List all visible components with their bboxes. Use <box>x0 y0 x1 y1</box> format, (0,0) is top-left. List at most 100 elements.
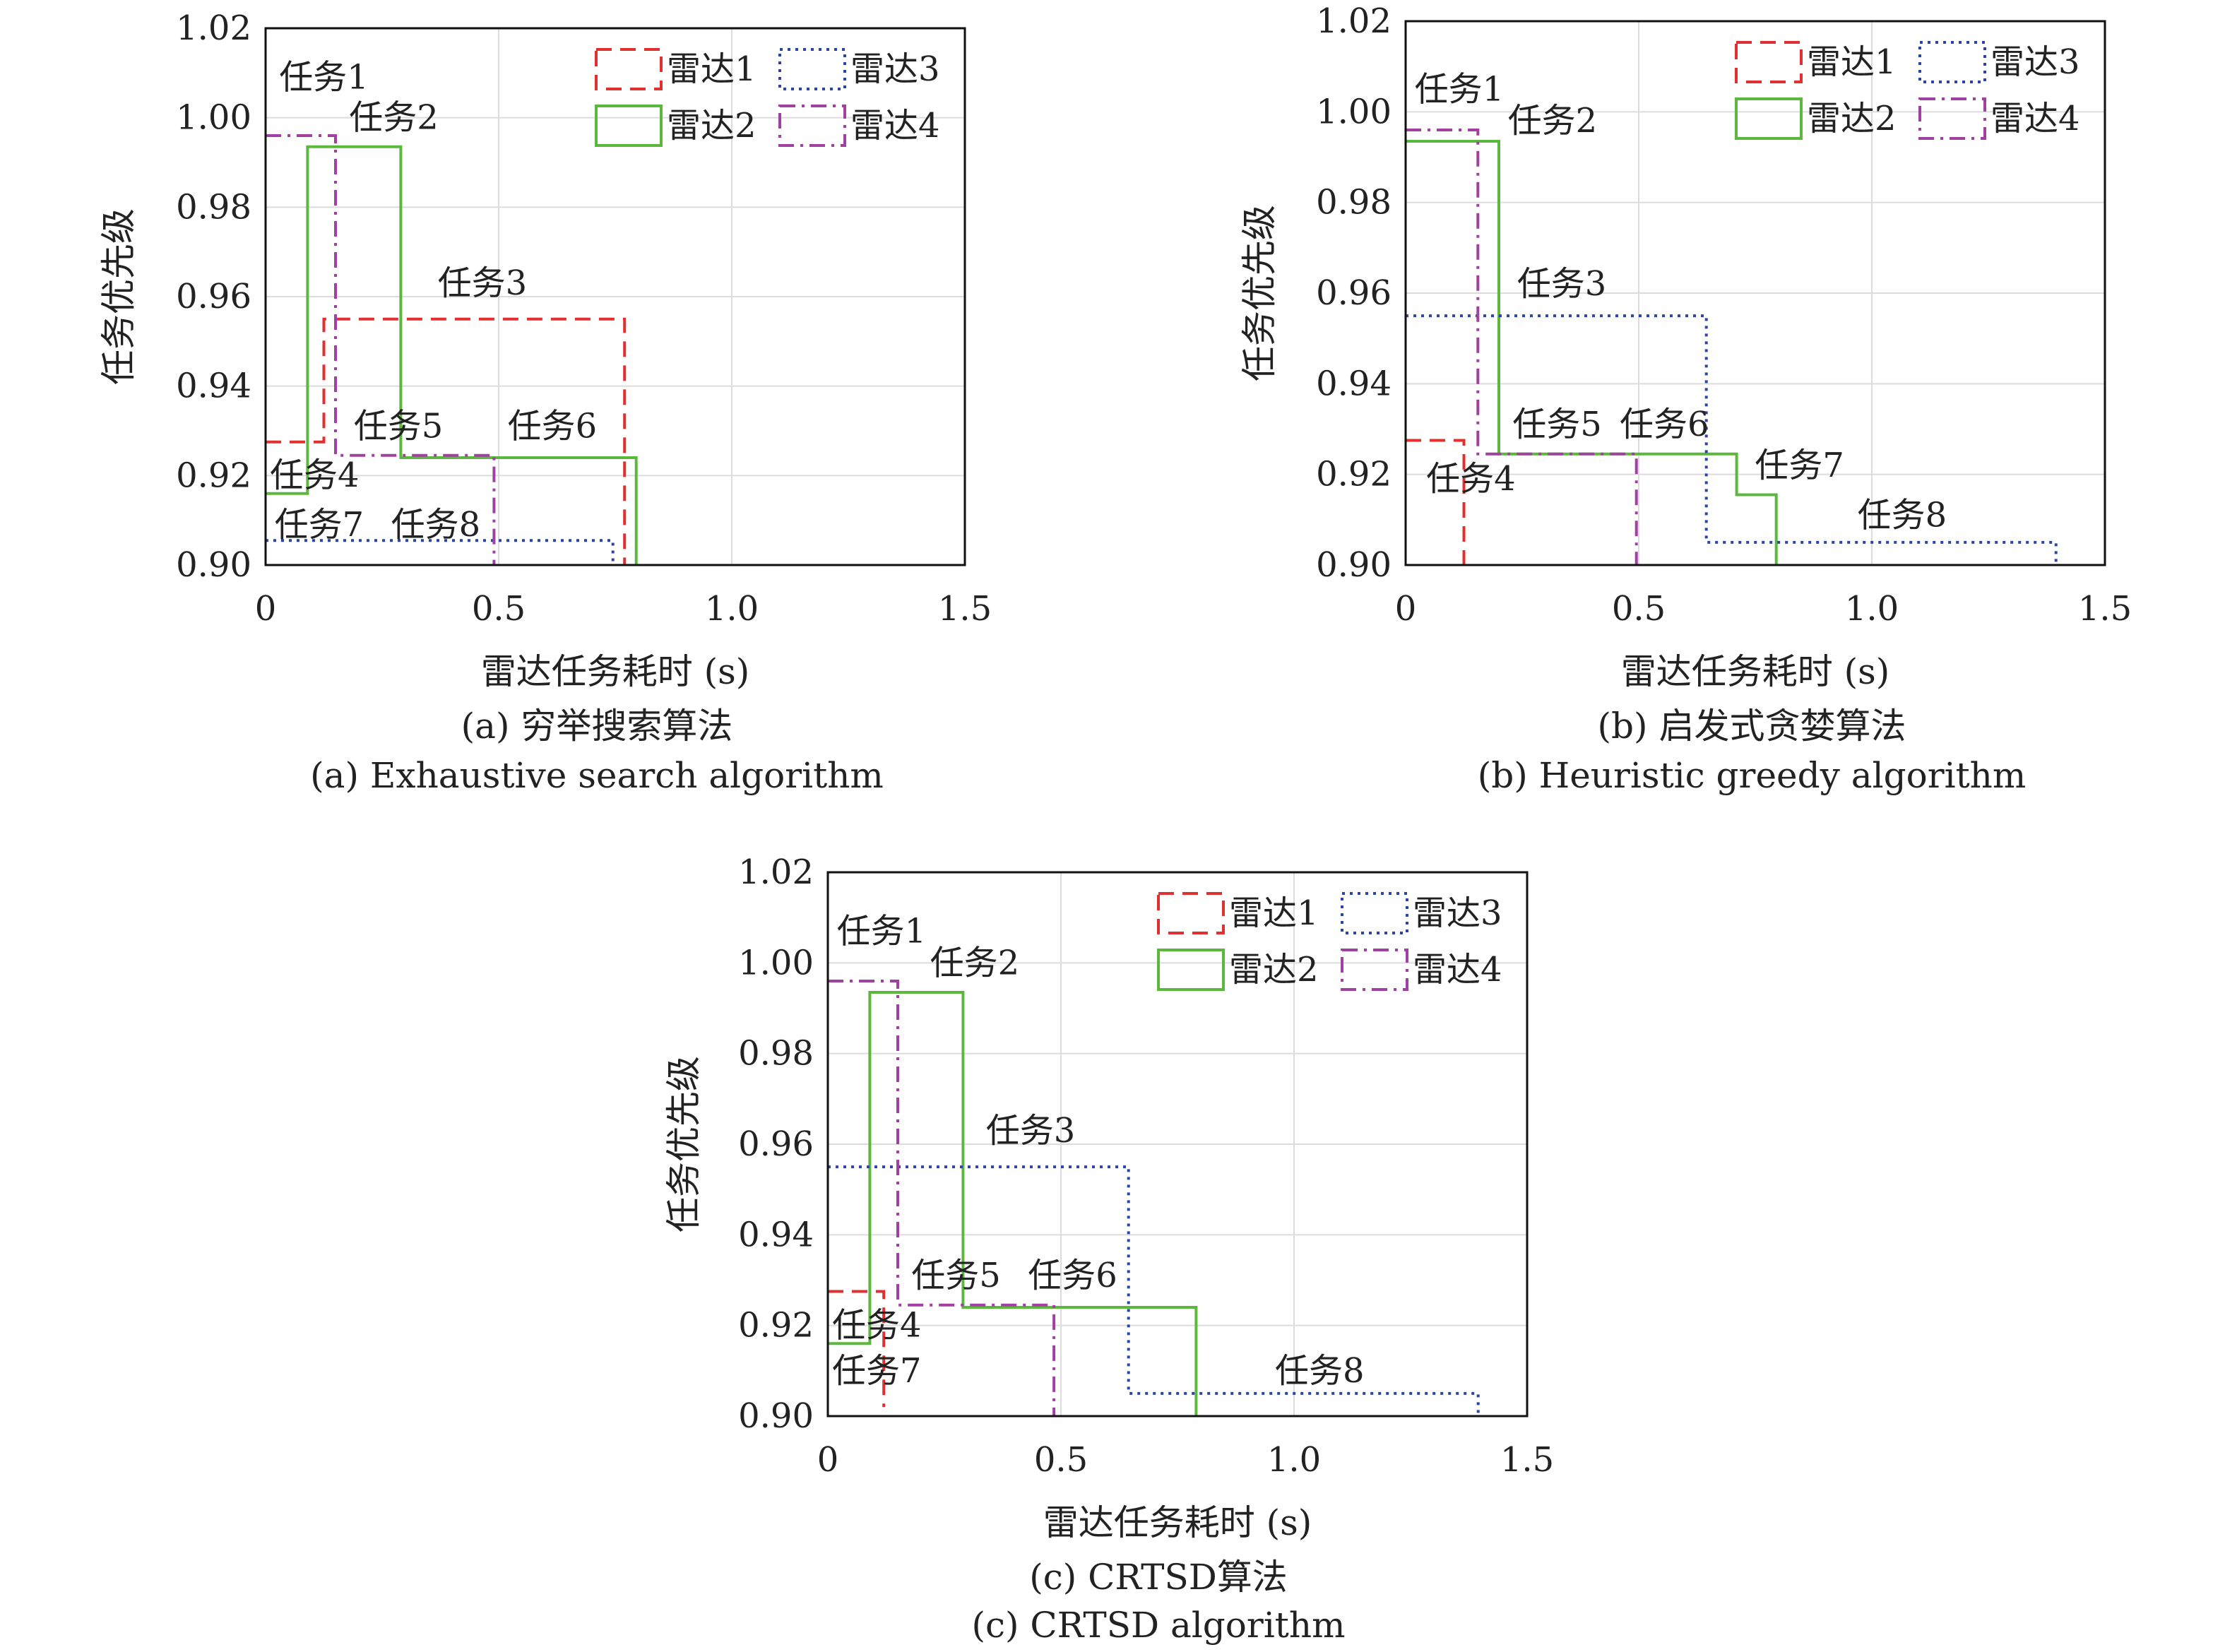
task-annotation: 任务2 <box>930 943 1020 982</box>
x-tick-label: 1.5 <box>2078 589 2132 629</box>
task-annotation: 任务3 <box>438 263 528 303</box>
series-line-radar-4 <box>1406 129 1638 565</box>
y-tick-label: 0.90 <box>738 1396 814 1436</box>
panel-a: 0 0.5 1.0 1.5 0.90 0.92 0.94 0.96 0.98 1.00 1.02 雷达… <box>98 8 992 796</box>
series-line-radar-1 <box>1406 439 1466 565</box>
legend-swatch-radar-4 <box>778 105 846 147</box>
legend-swatch-radar-3 <box>778 48 846 90</box>
y-tick-label: 0.94 <box>1316 364 1392 403</box>
legend-label-radar-4: 雷达4 <box>850 106 940 145</box>
task-annotation: 任务4 <box>1426 459 1516 499</box>
panel-b: 0 0.5 1.0 1.5 0.90 0.92 0.94 0.96 0.98 1.00 1.02 雷达… <box>1239 1 2132 796</box>
task-annotation: 任务7 <box>1755 446 1844 485</box>
legend-label-radar-3: 雷达3 <box>1990 42 2080 82</box>
x-tick-label: 0.5 <box>472 589 526 629</box>
y-tick-label: 1.02 <box>738 852 814 892</box>
subtitle-cn: (c) CRTSD算法 <box>1029 1557 1288 1598</box>
y-tick-label: 1.00 <box>738 943 814 982</box>
task-annotation: 任务2 <box>349 98 439 138</box>
y-tick-label: 1.02 <box>1316 1 1392 41</box>
x-tick-label: 0 <box>1395 589 1417 629</box>
y-tick-label: 0.90 <box>1316 545 1392 585</box>
y-tick-label: 0.94 <box>176 367 251 406</box>
x-axis-label: 雷达任务耗时 (s) <box>481 651 750 692</box>
legend-label-radar-2: 雷达2 <box>1229 950 1319 990</box>
task-annotation: 任务8 <box>391 505 481 545</box>
subtitle-en: (b) Heuristic greedy algorithm <box>1478 755 2027 796</box>
legend-label-radar-1: 雷达1 <box>1229 893 1319 933</box>
y-tick-label: 0.92 <box>738 1306 814 1345</box>
legend-swatch-radar-3 <box>1918 41 1986 83</box>
task-annotation: 任务2 <box>1508 101 1598 141</box>
plot-frame <box>826 871 1529 1418</box>
task-annotation: 任务7 <box>832 1351 922 1391</box>
y-tick-label: 1.02 <box>176 8 251 48</box>
task-annotation: 任务5 <box>354 407 444 446</box>
task-annotation: 任务6 <box>1620 405 1709 444</box>
series-line-radar-2 <box>828 991 1198 1416</box>
y-tick-label: 0.96 <box>738 1124 814 1164</box>
x-tick-label: 0.5 <box>1034 1440 1088 1480</box>
task-annotation: 任务4 <box>832 1306 922 1345</box>
y-tick-label: 1.00 <box>176 98 251 138</box>
task-annotation: 任务8 <box>1275 1351 1365 1391</box>
series-line-radar-3 <box>1406 314 2058 565</box>
subtitle-en: (a) Exhaustive search algorithm <box>310 755 884 796</box>
legend-label-radar-4: 雷达4 <box>1990 99 2080 138</box>
task-annotation: 任务1 <box>1415 69 1505 109</box>
x-tick-label: 1.5 <box>938 589 992 629</box>
task-annotation: 任务4 <box>270 456 360 495</box>
task-annotation: 任务5 <box>1512 405 1602 444</box>
subtitle-cn: (a) 穷举搜索算法 <box>461 706 733 747</box>
task-annotation: 任务7 <box>275 505 364 545</box>
task-annotation: 任务3 <box>1517 264 1607 304</box>
subtitle-en: (c) CRTSD algorithm <box>971 1605 1345 1646</box>
y-tick-label: 0.94 <box>738 1215 814 1254</box>
y-tick-label: 0.92 <box>176 456 251 495</box>
y-tick-label: 0.92 <box>1316 455 1392 494</box>
legend-swatch-radar-1 <box>595 48 663 90</box>
task-annotation: 任务3 <box>986 1111 1076 1151</box>
y-tick-label: 0.98 <box>176 187 251 227</box>
subtitle-cn: (b) 启发式贪婪算法 <box>1598 706 1906 747</box>
series-line-radar-4 <box>266 134 496 565</box>
task-annotation: 任务5 <box>911 1256 1001 1295</box>
legend-swatch-radar-1 <box>1157 892 1225 934</box>
x-axis-label: 雷达任务耗时 (s) <box>1621 651 1890 692</box>
task-annotation: 任务1 <box>837 911 927 951</box>
series-line-radar-4 <box>828 980 1056 1416</box>
x-tick-label: 0 <box>817 1440 839 1480</box>
plot-frame <box>264 27 966 566</box>
panel-c: 0 0.5 1.0 1.5 0.90 0.92 0.94 0.96 0.98 1.00 1.02 雷达… <box>663 852 1554 1646</box>
x-tick-label: 0 <box>255 589 277 629</box>
x-tick-label: 1.5 <box>1500 1440 1554 1480</box>
legend-label-radar-1: 雷达1 <box>667 49 756 89</box>
task-annotation: 任务8 <box>1858 495 1947 535</box>
legend-label-radar-2: 雷达2 <box>1807 99 1897 138</box>
series-line-radar-1 <box>828 1290 886 1408</box>
task-annotation: 任务1 <box>279 58 369 97</box>
task-annotation: 任务6 <box>508 407 598 446</box>
y-tick-label: 0.96 <box>176 277 251 316</box>
y-axis-label: 任务优先级 <box>663 1056 704 1232</box>
series-line-radar-2 <box>266 145 638 565</box>
x-tick-label: 1.0 <box>1267 1440 1321 1480</box>
plot-frame <box>1404 20 2106 566</box>
legend-swatch-radar-2 <box>595 105 663 147</box>
legend-swatch-radar-4 <box>1918 97 1986 140</box>
x-axis-label: 雷达任务耗时 (s) <box>1043 1502 1312 1543</box>
legend-swatch-radar-1 <box>1735 41 1803 83</box>
task-annotation: 任务6 <box>1028 1256 1117 1295</box>
legend-label-radar-1: 雷达1 <box>1807 42 1897 82</box>
y-axis-label: 任务优先级 <box>1239 205 1280 381</box>
legend-swatch-radar-4 <box>1341 949 1408 991</box>
y-tick-label: 0.98 <box>1316 183 1392 222</box>
y-tick-label: 0.98 <box>738 1034 814 1074</box>
series-line-radar-2 <box>1406 140 1778 565</box>
x-tick-label: 1.0 <box>1845 589 1899 629</box>
legend-swatch-radar-3 <box>1341 892 1408 934</box>
legend-label-radar-3: 雷达3 <box>1413 893 1502 933</box>
legend-swatch-radar-2 <box>1157 949 1225 991</box>
series-line-radar-1 <box>266 317 627 565</box>
